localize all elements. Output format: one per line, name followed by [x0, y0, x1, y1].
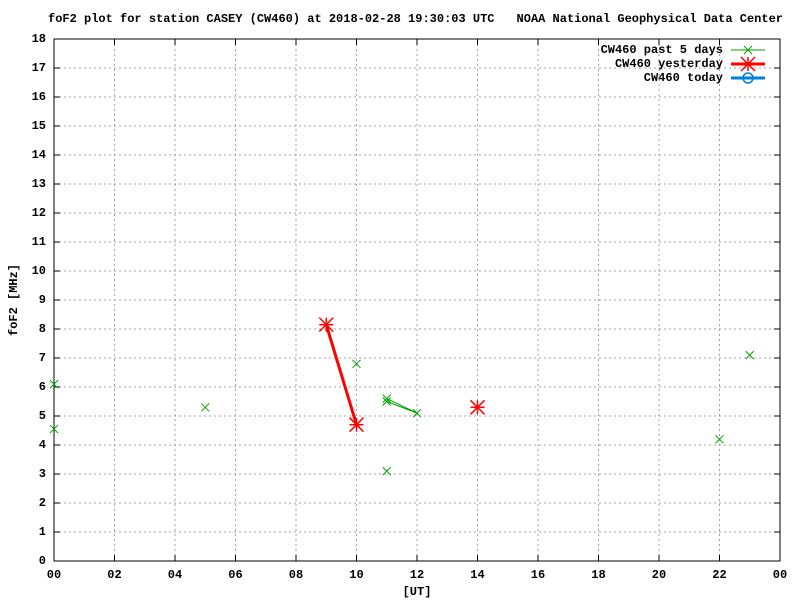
- y-tick-label: 2: [39, 496, 46, 510]
- plot-frame: [53, 38, 781, 562]
- marker: [382, 397, 392, 406]
- x-tick-label: 06: [228, 568, 242, 582]
- marker: [49, 379, 59, 389]
- x-tick-label: 14: [470, 568, 484, 582]
- x-axis-label: [UT]: [403, 585, 432, 599]
- marker: [348, 417, 365, 433]
- marker-part: [382, 394, 392, 403]
- marker-part: [745, 350, 755, 360]
- marker: [49, 424, 59, 434]
- y-axis-label: foF2 [MHz]: [7, 264, 21, 336]
- x-tick-label: 12: [410, 568, 424, 582]
- marker: [382, 466, 392, 476]
- marker: [412, 408, 422, 418]
- y-tick-label: 6: [39, 380, 46, 394]
- y-tick-label: 15: [32, 119, 46, 133]
- x-tick-label: 08: [289, 568, 303, 582]
- marker: [743, 45, 753, 55]
- chart-subtitle: NOAA National Geophysical Data Center: [517, 12, 783, 26]
- y-tick-label: 18: [32, 32, 46, 46]
- y-tick-label: 12: [32, 206, 46, 220]
- x-tick-label: 00: [47, 568, 61, 582]
- marker-part: [715, 434, 724, 444]
- x-tick-label: 10: [349, 568, 363, 582]
- marker-part: [382, 466, 392, 476]
- marker-part: [743, 45, 753, 55]
- legend-label: CW460 yesterday: [615, 57, 723, 71]
- marker-part: [49, 424, 59, 434]
- legend-label: CW460 today: [644, 71, 723, 85]
- y-tick-label: 10: [32, 264, 46, 278]
- marker: [318, 317, 334, 333]
- marker-part: [742, 72, 754, 84]
- marker-part: [412, 408, 422, 418]
- marker: [352, 359, 361, 369]
- marker: [745, 350, 755, 360]
- y-tick-label: 17: [32, 61, 46, 75]
- marker: [200, 402, 210, 412]
- chart-title: foF2 plot for station CASEY (CW460) at 2…: [48, 12, 494, 26]
- x-tick-label: 18: [591, 568, 605, 582]
- y-tick-label: 13: [32, 177, 46, 191]
- marker: [469, 399, 486, 415]
- y-tick-label: 1: [39, 525, 46, 539]
- x-tick-label: 02: [107, 568, 121, 582]
- marker: [715, 434, 724, 444]
- y-tick-label: 8: [39, 322, 46, 336]
- x-tick-label: 00: [773, 568, 787, 582]
- y-tick-label: 7: [39, 351, 46, 365]
- x-tick-label: 04: [168, 568, 182, 582]
- y-tick-label: 16: [32, 90, 46, 104]
- y-tick-label: 4: [39, 438, 46, 452]
- marker-part: [200, 402, 210, 412]
- x-tick-label: 16: [531, 568, 545, 582]
- y-tick-label: 5: [39, 409, 46, 423]
- x-tick-label: 22: [712, 568, 726, 582]
- y-tick-label: 3: [39, 467, 46, 481]
- marker-part: [49, 379, 59, 389]
- y-tick-label: 14: [32, 148, 46, 162]
- marker: [740, 56, 756, 72]
- legend-label: CW460 past 5 days: [601, 43, 723, 57]
- marker-part: [382, 397, 392, 406]
- y-tick-label: 0: [39, 554, 46, 568]
- x-tick-label: 20: [652, 568, 666, 582]
- y-tick-label: 11: [32, 235, 46, 249]
- marker: [382, 394, 392, 403]
- y-tick-label: 9: [39, 293, 46, 307]
- marker: [742, 72, 754, 84]
- marker-part: [352, 359, 361, 369]
